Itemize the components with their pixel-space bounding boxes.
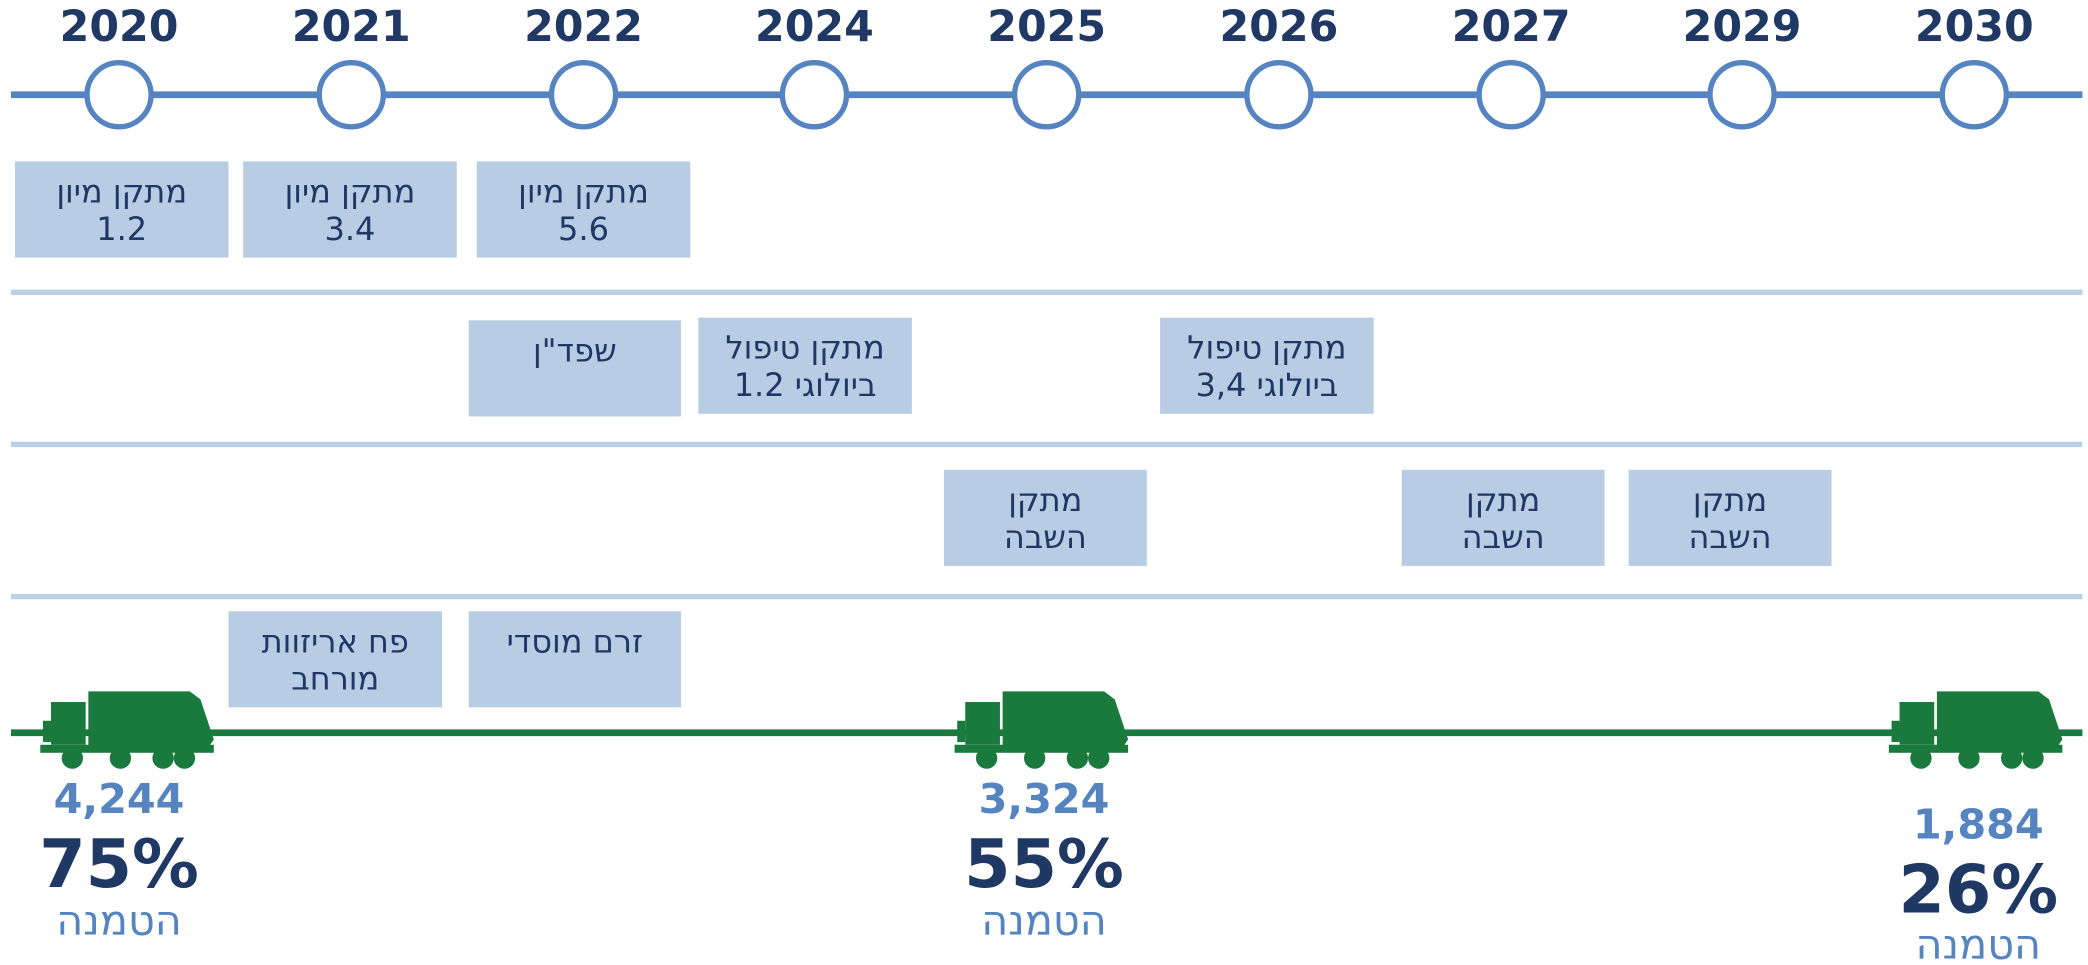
project-text: השבה [1689, 518, 1772, 556]
truck-icon [954, 691, 1129, 769]
year-node [84, 60, 154, 130]
year-node [1011, 60, 1082, 130]
project-text: שפד"ן [533, 331, 617, 369]
project-box [14, 161, 229, 258]
year-label: 2029 [1683, 2, 1802, 52]
project-text: זרם מוסדי [507, 622, 643, 660]
year-label: 2020 [60, 2, 179, 52]
project-box [698, 317, 912, 414]
project-text: 1.2 [96, 210, 147, 248]
truck-icon [1888, 691, 2063, 769]
project-text: מתקן [1466, 481, 1540, 519]
project-text: מתקן [1693, 481, 1767, 519]
year-label: 2024 [755, 2, 874, 52]
landfill-label: הטמנה [56, 897, 182, 945]
landfill-percent: 75% [39, 825, 199, 903]
year-label: 2021 [292, 2, 411, 52]
year-label: 2022 [524, 2, 643, 52]
project-box [243, 161, 457, 258]
year-node [1244, 60, 1314, 130]
project-text: מתקן מיון [285, 173, 416, 211]
project-text: ביולוגי 3,4 [1196, 366, 1339, 404]
project-text: ביולוגי 1.2 [734, 366, 877, 404]
project-text: פח אריזוות [262, 622, 409, 660]
project-box [468, 611, 681, 708]
project-text: מתקן טיפול [725, 329, 884, 367]
project-text: 3.4 [324, 210, 375, 248]
project-box [228, 611, 443, 708]
year-label: 2026 [1219, 2, 1338, 52]
year-node [1707, 60, 1777, 130]
project-text: מתקן טיפול [1187, 329, 1346, 367]
project-text: מורחב [291, 660, 379, 698]
project-text: השבה [1004, 518, 1087, 556]
year-node [1476, 60, 1546, 130]
year-node [779, 60, 850, 130]
year-label: 2030 [1915, 2, 2034, 52]
year-node [1939, 60, 2009, 130]
project-box [1628, 469, 1832, 566]
year-label: 2027 [1452, 2, 1571, 52]
tonnage: 1,884 [1913, 801, 2044, 849]
project-box [943, 469, 1147, 566]
tonnage: 4,244 [54, 775, 185, 823]
project-text: 5.6 [558, 210, 609, 248]
project-box [476, 161, 691, 258]
project-box [1160, 317, 1374, 414]
landfill-label: הטמנה [1916, 921, 2042, 965]
project-text: מתקן [1008, 481, 1082, 519]
project-text: מתקן מיון [518, 173, 649, 211]
project-box [468, 320, 681, 417]
year-node [548, 60, 619, 130]
project-text: השבה [1462, 518, 1545, 556]
project-text: מתקן מיון [56, 173, 187, 211]
landfill-label: הטמנה [981, 897, 1107, 945]
truck-icon [40, 691, 214, 769]
tonnage: 3,324 [979, 775, 1110, 823]
landfill-percent: 26% [1898, 850, 2058, 928]
year-label: 2025 [987, 2, 1106, 52]
year-node [316, 60, 386, 130]
landfill-percent: 55% [964, 825, 1124, 903]
project-box [1401, 469, 1605, 566]
